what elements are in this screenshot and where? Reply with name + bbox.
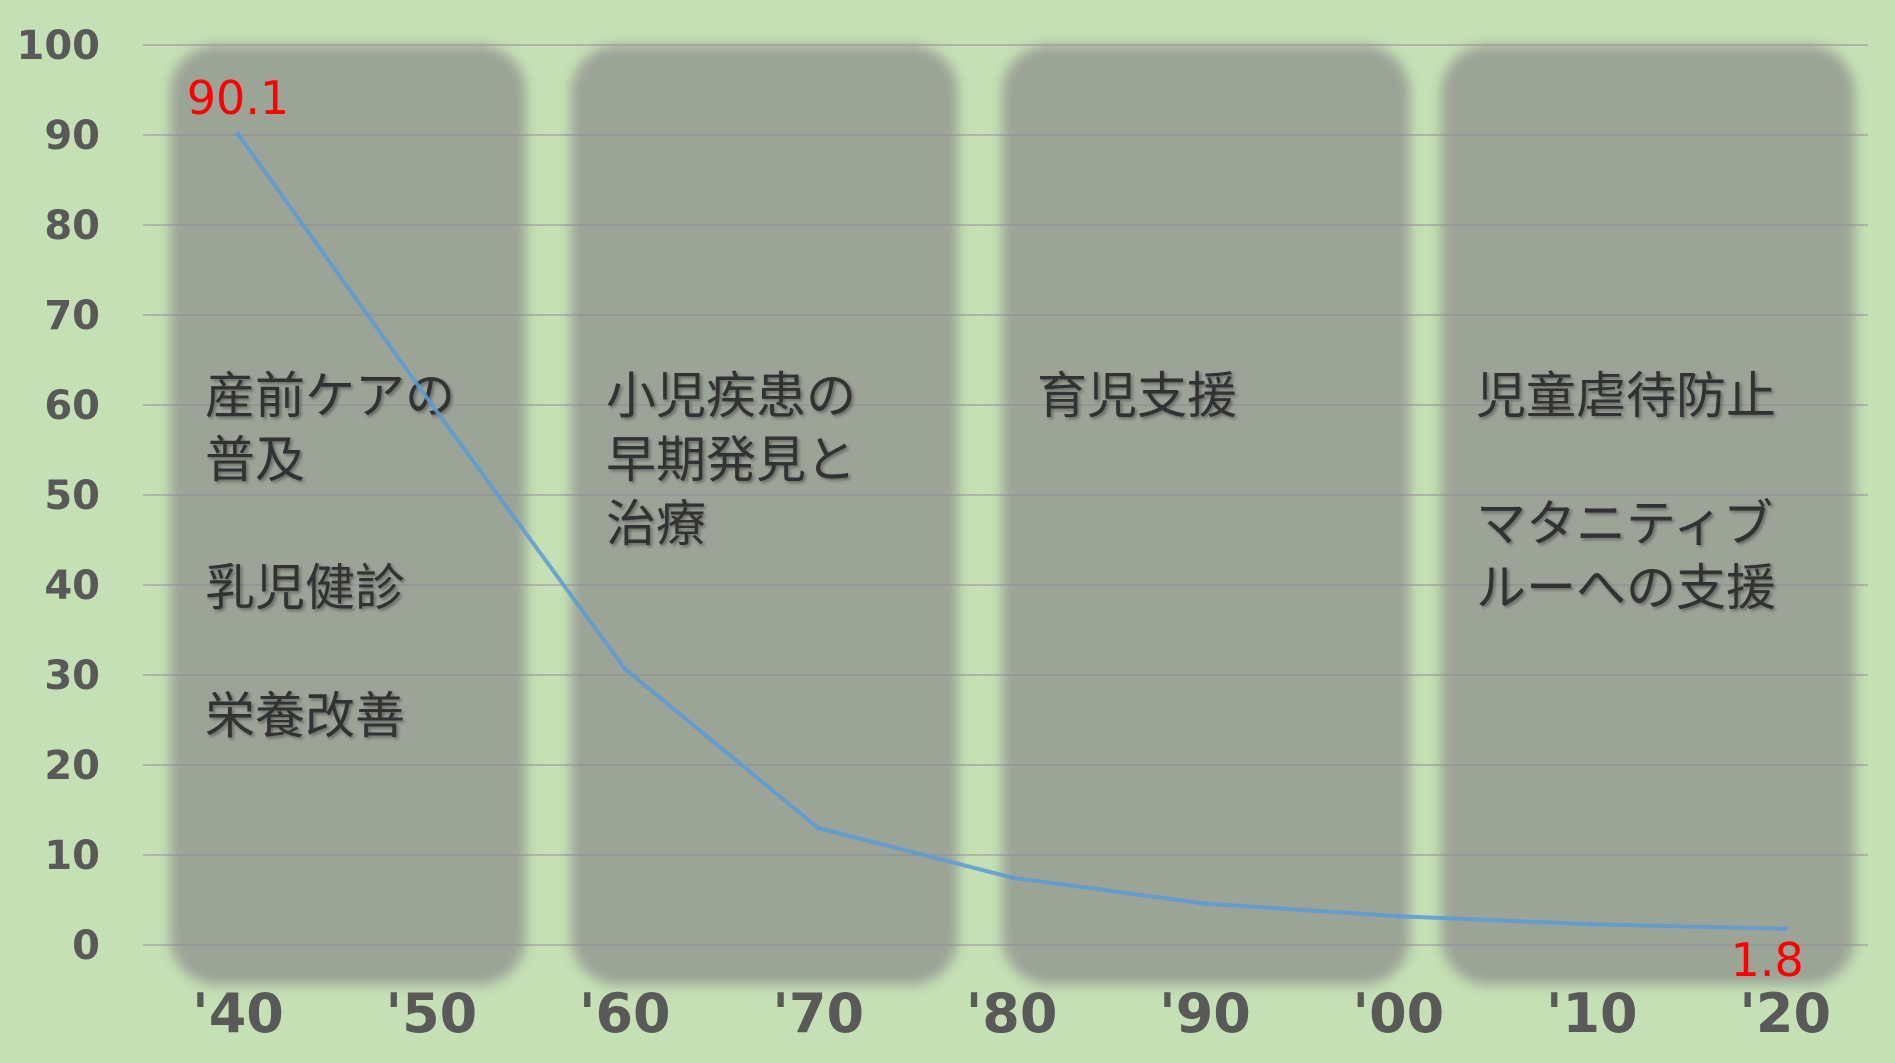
- era-panel: [571, 45, 958, 985]
- y-tick-label: 80: [44, 203, 100, 249]
- panel-text-line: 早期発見と: [606, 431, 856, 489]
- y-tick-label: 60: [44, 383, 100, 429]
- era-panel: [170, 45, 526, 985]
- x-tick-label: '00: [1353, 982, 1445, 1045]
- panel-text-line: ルーへの支援: [1476, 559, 1776, 617]
- data-point: [1009, 875, 1015, 880]
- y-tick-label: 20: [44, 743, 100, 789]
- y-tick-label: 10: [44, 833, 100, 879]
- data-label: 1.8: [1731, 933, 1804, 987]
- panel-text-line: マタニティブ: [1476, 495, 1773, 553]
- era-panel: [1002, 45, 1410, 985]
- y-tick-label: 40: [44, 563, 100, 609]
- series-layer: [235, 131, 1788, 932]
- data-labels: 90.1 1.8: [187, 71, 1804, 987]
- x-tick-label: '20: [1739, 982, 1831, 1045]
- data-label: 90.1: [187, 71, 289, 125]
- y-tick-label: 30: [44, 653, 100, 699]
- panel-text-line: 栄養改善: [205, 687, 405, 745]
- y-tick-label: 100: [17, 23, 101, 69]
- data-point: [1589, 921, 1595, 927]
- data-point: [235, 131, 241, 137]
- x-tick-label: '40: [192, 982, 284, 1045]
- x-tick-label: '50: [386, 982, 478, 1045]
- x-tick-label: '60: [579, 982, 671, 1045]
- data-point: [1202, 901, 1208, 907]
- x-tick-label: '70: [772, 982, 864, 1045]
- panel-text-line: 産前ケアの: [205, 367, 455, 425]
- x-axis-tick-labels: '40 '50 '60 '70 '80 '90 '00 '10 '20: [192, 982, 1831, 1045]
- y-tick-label: 90: [44, 113, 100, 159]
- x-tick-label: '80: [966, 982, 1058, 1045]
- x-tick-label: '10: [1546, 982, 1638, 1045]
- data-point: [428, 401, 434, 407]
- y-axis-tick-labels: 0 10 20 30 40 50 60 70 80 90 100: [17, 23, 101, 969]
- panel-text-line: 乳児健診: [205, 559, 405, 617]
- panel-text-line: 普及: [205, 431, 305, 489]
- x-tick-label: '90: [1159, 982, 1251, 1045]
- y-tick-label: 0: [72, 923, 100, 969]
- panel-text-line: 小児疾患の: [606, 367, 856, 425]
- data-point: [815, 825, 821, 831]
- y-tick-label: 70: [44, 293, 100, 339]
- data-point: [1395, 913, 1401, 919]
- data-point: [1782, 926, 1788, 932]
- data-point: [622, 666, 628, 672]
- panel-text-line: 育児支援: [1037, 367, 1237, 425]
- y-tick-label: 50: [44, 473, 100, 519]
- panel-text-line: 児童虐待防止: [1476, 367, 1776, 425]
- era-panel: [1441, 45, 1855, 985]
- panel-text-line: 治療: [606, 495, 706, 553]
